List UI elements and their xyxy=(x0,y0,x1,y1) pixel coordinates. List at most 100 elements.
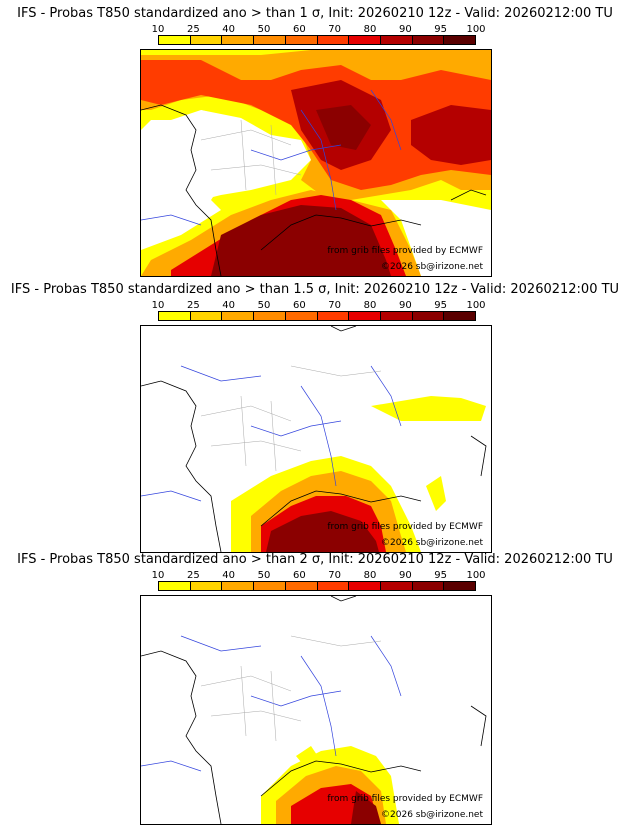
prob-area-90 xyxy=(411,105,491,165)
colorbar-swatch xyxy=(285,582,318,590)
colorbar: 10 25 40 50 60 70 80 90 95 100 xyxy=(152,300,486,325)
map-svg xyxy=(141,596,487,824)
colorbar-label: 95 xyxy=(434,300,448,311)
colorbar-swatch xyxy=(190,582,223,590)
panel-1: IFS - Probas T850 standardized ano > tha… xyxy=(0,0,630,277)
probability-map: from grib files provided by ECMWF ©2026 … xyxy=(140,325,492,553)
colorbar-swatch xyxy=(159,36,191,44)
colorbar-swatch xyxy=(444,312,476,320)
prob-area-95 xyxy=(211,205,391,276)
colorbar-swatch xyxy=(317,312,350,320)
river xyxy=(250,690,342,707)
coastline xyxy=(450,189,487,201)
colorbar-label: 100 xyxy=(466,24,486,35)
river xyxy=(250,420,342,437)
river xyxy=(180,635,262,652)
river xyxy=(180,365,262,382)
prob-area-10 xyxy=(371,396,486,421)
river xyxy=(141,760,202,772)
colorbar-swatch xyxy=(190,36,223,44)
colorbar-swatch xyxy=(349,36,381,44)
colorbar-label: 70 xyxy=(328,300,342,311)
credit-copyright: ©2026 sb@irizone.net xyxy=(381,262,483,272)
coastline xyxy=(141,380,222,552)
colorbar-label: 60 xyxy=(292,24,306,35)
colorbar-label: 70 xyxy=(328,24,342,35)
colorbar-swatch xyxy=(222,312,255,320)
panel-2: IFS - Probas T850 standardized ano > tha… xyxy=(0,276,630,553)
colorbar-label: 40 xyxy=(222,570,236,581)
river xyxy=(300,109,337,211)
map-svg xyxy=(141,50,491,276)
colorbar: 10 25 40 50 60 70 80 90 95 100 xyxy=(152,24,486,49)
probability-map: from grib files provided by ECMWF ©2026 … xyxy=(140,595,492,825)
river xyxy=(370,365,402,427)
panel-title: IFS - Probas T850 standardized ano > tha… xyxy=(17,6,613,21)
colorbar-swatch xyxy=(159,582,191,590)
credit-copyright: ©2026 sb@irizone.net xyxy=(381,810,483,820)
colorbar-swatch xyxy=(349,582,381,590)
colorbar-swatch xyxy=(190,312,223,320)
colorbar-swatch xyxy=(349,312,381,320)
probability-map: from grib files provided by ECMWF ©2026 … xyxy=(140,49,492,277)
colorbar-label: 25 xyxy=(186,24,200,35)
river xyxy=(250,144,342,161)
colorbar-label: 60 xyxy=(292,300,306,311)
colorbar-swatch xyxy=(254,312,286,320)
colorbar-swatch xyxy=(254,582,286,590)
river xyxy=(141,490,202,502)
colorbar-label: 80 xyxy=(363,300,377,311)
colorbar-swatch xyxy=(444,36,476,44)
coastline xyxy=(470,435,487,477)
river xyxy=(370,89,402,151)
colorbar-label: 100 xyxy=(466,570,486,581)
colorbar-label: 50 xyxy=(257,24,271,35)
panel-title: IFS - Probas T850 standardized ano > tha… xyxy=(10,282,620,297)
colorbar: 10 25 40 50 60 70 80 90 95 100 xyxy=(152,570,486,595)
colorbar-label: 90 xyxy=(398,24,412,35)
colorbar-label: 10 xyxy=(151,24,165,35)
colorbar-swatch xyxy=(254,36,286,44)
panel-3: IFS - Probas T850 standardized ano > tha… xyxy=(0,546,630,825)
map-land xyxy=(181,110,311,200)
prob-area-95 xyxy=(351,791,381,824)
coastline xyxy=(470,705,487,747)
coastline xyxy=(260,214,422,251)
colorbar-label: 90 xyxy=(398,570,412,581)
credit-copyright: ©2026 sb@irizone.net xyxy=(381,538,483,548)
colorbar-swatch xyxy=(412,582,445,590)
panel-title: IFS - Probas T850 standardized ano > tha… xyxy=(17,552,613,567)
colorbar-label: 50 xyxy=(257,570,271,581)
map-svg xyxy=(141,326,487,552)
river xyxy=(370,635,402,697)
colorbar-swatch xyxy=(380,582,413,590)
colorbar-swatch xyxy=(285,36,318,44)
coastline xyxy=(141,104,222,276)
colorbar-swatch xyxy=(317,582,350,590)
river xyxy=(141,214,202,226)
coastline xyxy=(260,760,422,797)
coastline xyxy=(330,596,357,602)
colorbar-swatch xyxy=(412,36,445,44)
region-border xyxy=(200,119,302,196)
colorbar-label: 10 xyxy=(151,300,165,311)
colorbar-label: 10 xyxy=(151,570,165,581)
colorbar-label: 80 xyxy=(363,24,377,35)
river xyxy=(300,655,337,757)
credit-source: from grib files provided by ECMWF xyxy=(327,246,483,256)
coastline xyxy=(330,326,357,332)
colorbar-label: 40 xyxy=(222,300,236,311)
colorbar-label: 70 xyxy=(328,570,342,581)
coastline xyxy=(141,650,222,824)
colorbar-label: 95 xyxy=(434,24,448,35)
prob-area-95 xyxy=(316,105,371,150)
colorbar-label: 50 xyxy=(257,300,271,311)
colorbar-swatch xyxy=(380,312,413,320)
credit-source: from grib files provided by ECMWF xyxy=(327,522,483,532)
colorbar-label: 40 xyxy=(222,24,236,35)
prob-area-10 xyxy=(426,476,446,511)
credit-source: from grib files provided by ECMWF xyxy=(327,794,483,804)
region-border xyxy=(200,365,382,472)
colorbar-label: 25 xyxy=(186,300,200,311)
coastline xyxy=(260,490,422,527)
